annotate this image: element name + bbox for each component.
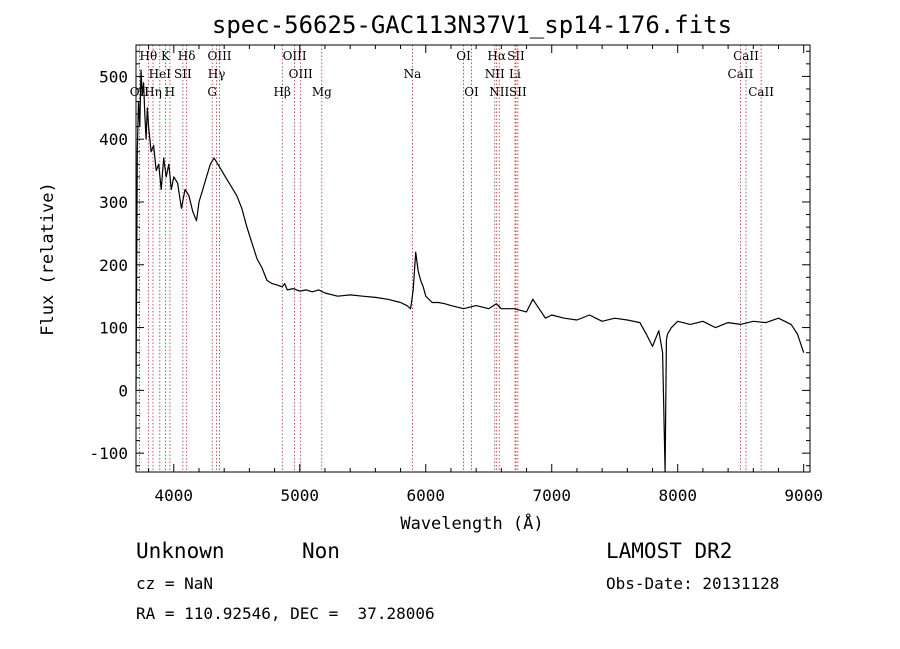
y-tick-label-0: -100 [89,444,128,463]
spectral-line-label-22: Li [509,67,521,81]
spectral-line-label-2: K [161,49,171,63]
spectral-line-label-23: SII [509,85,527,99]
obs-date: Obs-Date: 20131128 [606,574,780,593]
x-tick-label-4: 8000 [658,486,697,505]
survey-label: LAMOST DR2 [606,539,733,563]
spectral-line-label-13: Hβ [274,85,291,99]
x-tick-label-0: 4000 [155,486,194,505]
plot-frame [135,44,811,473]
subclass-label: Non [302,539,340,563]
spectral-line-label-4: SII [174,67,192,81]
spectral-line-label-0: Hθ [139,49,157,63]
spectral-line-label-8: OIII [207,49,231,63]
spectral-line-label-17: OI [464,85,479,99]
spectral-line-label-3: HeI [149,67,172,81]
y-tick-label-4: 300 [99,193,128,212]
spectral-line-label-21: SII [507,49,525,63]
x-tick-label-5: 9000 [784,486,823,505]
chart-title: spec-56625-GAC113N37V1_sp14-176.fits [212,11,732,39]
y-tick-label-6: 500 [99,67,128,86]
spectral-line-label-19: NII [485,67,505,81]
y-axis: -100 0 100 200 300 400 500 [89,50,810,467]
x-axis: 4000 5000 6000 7000 8000 9000 [148,45,823,505]
spectral-line-label-26: CaII [748,85,774,99]
spectral-line-label-16: OI [456,49,471,63]
coordinates: RA = 110.92546, DEC = 37.28006 [136,604,435,623]
class-label: Unknown [136,539,225,563]
spectral-line-label-6: H [165,85,175,99]
x-tick-label-3: 7000 [532,486,571,505]
spectral-line-label-15: Na [404,67,422,81]
spectral-line-label-11: OIII [283,49,307,63]
spectral-line-label-20: NII [489,85,509,99]
y-axis-label: Flux (relative) [38,182,58,336]
spectral-line-label-7: Hδ [178,49,196,63]
x-axis-label: Wavelength (Å) [400,512,543,534]
cz-value: cz = NaN [136,574,214,593]
spectral-line-label-14: Mg [312,85,332,99]
spectrum-series-line [135,69,805,473]
spectral-line-label-10: G [207,85,217,99]
x-tick-label-1: 5000 [281,486,320,505]
y-tick-label-5: 400 [99,130,128,149]
spectral-line-label-18: Hα [487,49,506,63]
spectral-line-label-24: CaII [733,49,759,63]
y-tick-label-2: 100 [99,319,128,338]
y-tick-label-3: 200 [99,256,128,275]
spectral-line-label-9: Hγ [208,67,226,81]
spectral-line-label-5: Hη [144,85,162,99]
x-tick-label-2: 6000 [406,486,445,505]
y-tick-label-1: 0 [118,381,128,400]
spectral-line-label-25: CaII [728,67,754,81]
spectral-line-label-12: OIII [289,67,313,81]
